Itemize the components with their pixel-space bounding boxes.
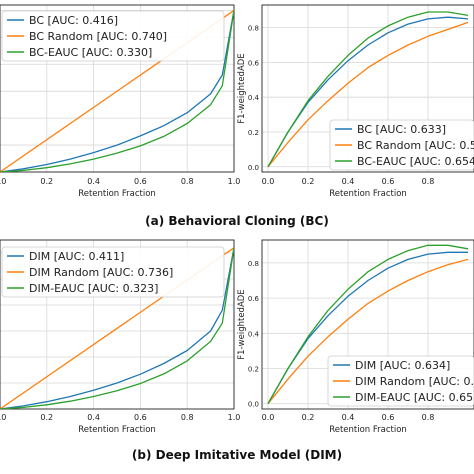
x-tick-label: 0.2 bbox=[302, 413, 315, 422]
legend: DIM [AUC: 0.634] DIM Random [AUC: 0.5 DIM-… bbox=[327, 355, 474, 407]
x-tick-label: 0.6 bbox=[134, 177, 147, 186]
x-tick-label: 0.8 bbox=[181, 413, 194, 422]
legend-entry: DIM [AUC: 0.634] bbox=[355, 359, 450, 372]
x-tick-label: 0.4 bbox=[87, 177, 100, 186]
series-line-green bbox=[267, 244, 469, 405]
legend-entry: DIM [AUC: 0.411] bbox=[29, 250, 124, 263]
series-line-blue bbox=[0, 247, 234, 409]
series-line-green bbox=[0, 247, 234, 409]
legend: DIM [AUC: 0.411] DIM Random [AUC: 0.736] D… bbox=[1, 246, 225, 298]
y-tick-label: 0.6 bbox=[248, 59, 260, 67]
axes-frame bbox=[0, 239, 235, 410]
axes-frame bbox=[261, 239, 474, 410]
x-tick-label: 0.8 bbox=[181, 177, 194, 186]
x-tick-label: 1.0 bbox=[228, 177, 241, 186]
legend-box bbox=[1, 246, 225, 298]
caption-b: (b) Deep Imitative Model (DIM) bbox=[131, 448, 343, 462]
series-line-orange bbox=[267, 21, 469, 168]
legend-entry: BC Random [AUC: 0.740] bbox=[29, 30, 167, 43]
series-line-orange bbox=[267, 258, 469, 405]
legend-entry: BC-EAUC [AUC: 0.330] bbox=[29, 46, 152, 59]
x-axis-label: Retention Fraction bbox=[78, 189, 156, 199]
legend-entry: DIM Random [AUC: 0.5 bbox=[355, 375, 474, 388]
x-axis-label: Retention Fraction bbox=[78, 425, 156, 435]
legend-box bbox=[327, 355, 474, 407]
x-tick-label: 0.6 bbox=[382, 177, 395, 186]
caption-a: (a) Behavioral Cloning (BC) bbox=[145, 214, 329, 228]
y-tick-label: 0.4 bbox=[248, 330, 260, 338]
y-axis-label: F1-weightedADE bbox=[237, 289, 247, 359]
x-tick-label: 0.8 bbox=[422, 177, 435, 186]
legend-entry: BC Random [AUC: 0.5 bbox=[357, 139, 474, 152]
x-tick-label: 0.0 bbox=[262, 413, 275, 422]
y-tick-label: 0.0 bbox=[248, 401, 259, 409]
x-tick-label: 0.4 bbox=[87, 413, 100, 422]
x-tick-label: 0.6 bbox=[134, 413, 147, 422]
y-axis-label: F1-weightedADE bbox=[237, 53, 247, 123]
y-tick-label: 0.8 bbox=[248, 260, 259, 268]
legend-entry: BC [AUC: 0.633] bbox=[357, 123, 446, 136]
x-axis-label: Retention Fraction bbox=[329, 189, 407, 199]
series-line-green bbox=[267, 11, 469, 168]
legend-box bbox=[329, 119, 474, 171]
series-line-green bbox=[0, 10, 234, 172]
y-tick-label: 0.8 bbox=[248, 25, 259, 33]
legend: BC [AUC: 0.416] BC Random [AUC: 0.740] BC-… bbox=[1, 10, 225, 62]
y-tick-label: 0.6 bbox=[248, 295, 260, 303]
legend-entry: DIM Random [AUC: 0.736] bbox=[29, 266, 173, 279]
x-tick-label: 0.0 bbox=[0, 177, 6, 186]
legend-box bbox=[1, 10, 225, 62]
chart-panel-1: 0.0 0.2 0.4 0.6 0.8 0.0 0.2 0.4 0.6 0.8 Retention … bbox=[237, 4, 474, 199]
y-tick-label: 0.4 bbox=[248, 94, 260, 102]
x-tick-label: 0.0 bbox=[262, 177, 275, 186]
x-tick-label: 0.4 bbox=[342, 177, 355, 186]
x-tick-label: 0.6 bbox=[382, 413, 395, 422]
x-tick-label: 0.2 bbox=[40, 413, 53, 422]
axes-frame bbox=[261, 4, 474, 173]
chart-panel-2: 0.0 0.2 0.4 0.6 0.8 1.0 Retention Fraction DIM … bbox=[0, 239, 241, 435]
legend: BC [AUC: 0.633] BC Random [AUC: 0.5 BC-EAU… bbox=[329, 119, 474, 171]
chart-panel-0: 0.0 0.2 0.4 0.6 0.8 1.0 Retention Fraction BC [… bbox=[0, 4, 241, 199]
y-tick-label: 0.2 bbox=[248, 366, 259, 374]
x-tick-label: 1.0 bbox=[228, 413, 241, 422]
legend-entry: DIM-EAUC [AUC: 0.323] bbox=[29, 282, 158, 295]
y-tick-label: 0.2 bbox=[248, 129, 259, 137]
series-line-blue bbox=[0, 10, 234, 172]
legend-entry: BC [AUC: 0.416] bbox=[29, 14, 118, 27]
legend-entry: BC-EAUC [AUC: 0.654] bbox=[357, 155, 474, 168]
legend-entry: DIM-EAUC [AUC: 0.653 bbox=[355, 391, 474, 404]
x-tick-label: 0.0 bbox=[0, 413, 6, 422]
x-tick-label: 0.2 bbox=[40, 177, 53, 186]
axes-frame bbox=[0, 4, 235, 173]
x-tick-label: 0.4 bbox=[342, 413, 355, 422]
y-tick-label: 0.0 bbox=[248, 164, 259, 172]
x-tick-label: 0.8 bbox=[422, 413, 435, 422]
chart-panel-3: 0.0 0.2 0.4 0.6 0.8 0.0 0.2 0.4 0.6 0.8 Retention … bbox=[237, 239, 474, 435]
x-axis-label: Retention Fraction bbox=[329, 425, 407, 435]
x-tick-label: 0.2 bbox=[302, 177, 315, 186]
